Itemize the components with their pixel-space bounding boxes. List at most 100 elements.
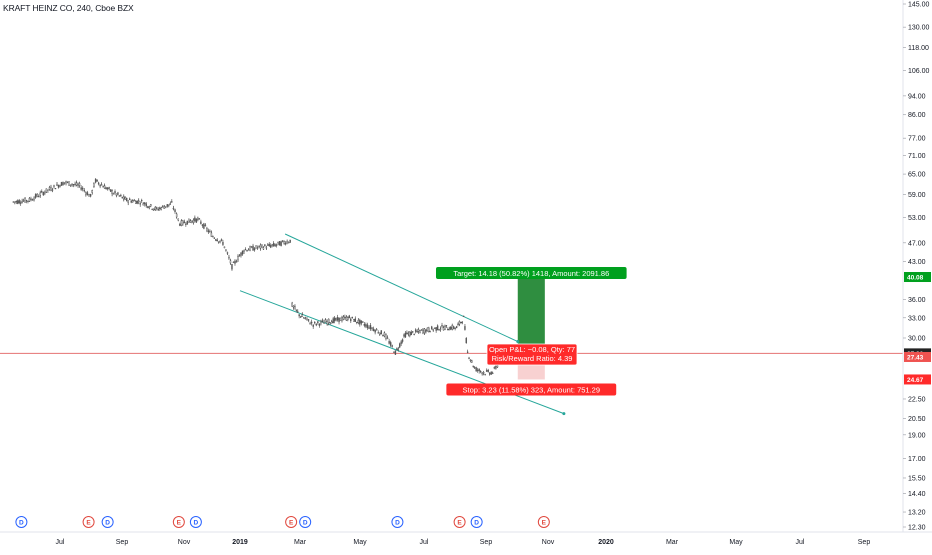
- candle: [56, 183, 58, 186]
- price-badge-label: 24.67: [907, 377, 924, 384]
- candle: [338, 317, 340, 323]
- dividend-marker[interactable]: [189, 516, 202, 528]
- candle: [445, 325, 448, 327]
- candle: [191, 220, 193, 223]
- candle: [151, 208, 153, 211]
- candle: [350, 318, 352, 322]
- candle: [335, 318, 337, 321]
- candle: [28, 197, 31, 202]
- x-tick-label: 2020: [598, 539, 614, 546]
- candle: [318, 323, 321, 326]
- y-tick-label: 106.00: [908, 68, 930, 75]
- channel-handle-upper[interactable]: [516, 340, 520, 344]
- dividend-marker[interactable]: [15, 516, 28, 528]
- x-tick-label: Jul: [796, 539, 805, 546]
- candle: [179, 223, 181, 226]
- price-axis[interactable]: [903, 0, 932, 532]
- candle: [127, 200, 129, 203]
- candle: [118, 195, 121, 197]
- candle: [37, 196, 40, 198]
- candle: [379, 332, 381, 335]
- candle: [475, 367, 477, 372]
- candle: [12, 201, 15, 203]
- channel-handle-lower[interactable]: [562, 412, 566, 416]
- channel-line-upper[interactable]: [284, 233, 518, 343]
- candle: [156, 207, 158, 209]
- earnings-marker[interactable]: [82, 516, 95, 528]
- candle: [97, 182, 100, 185]
- candle: [128, 198, 131, 201]
- candle: [283, 241, 285, 244]
- candle: [310, 321, 313, 324]
- time-axis[interactable]: [0, 532, 932, 550]
- candle: [244, 248, 247, 251]
- candle: [124, 197, 126, 200]
- candle: [253, 248, 256, 251]
- target-label[interactable]: Target: 14.18 (50.82%) 1418, Amount: 209…: [435, 267, 627, 280]
- candle: [393, 351, 395, 353]
- candle: [464, 326, 466, 330]
- candle: [363, 324, 366, 326]
- candle: [287, 242, 290, 244]
- y-tick-label: 22.50: [908, 396, 926, 403]
- dividend-marker[interactable]: [299, 516, 312, 528]
- price-badge: [904, 272, 931, 283]
- earnings-marker[interactable]: [537, 516, 550, 528]
- candle: [168, 204, 170, 206]
- candle: [406, 332, 408, 335]
- candle: [323, 321, 325, 324]
- candle: [138, 200, 140, 203]
- price-badge-label: 27.43: [907, 354, 924, 361]
- candle: [171, 201, 173, 203]
- candle: [436, 325, 439, 331]
- candle: [250, 246, 253, 248]
- candle: [135, 201, 137, 204]
- candle: [382, 335, 384, 337]
- candle: [372, 328, 375, 332]
- candle: [442, 327, 445, 331]
- candle: [225, 249, 227, 251]
- candle: [93, 183, 95, 188]
- candle: [15, 200, 17, 203]
- candle: [422, 330, 424, 334]
- candle: [385, 334, 387, 339]
- candle: [493, 367, 495, 369]
- candle: [189, 220, 192, 223]
- candle: [481, 372, 483, 375]
- candle: [351, 316, 354, 319]
- dividend-marker[interactable]: [101, 516, 114, 528]
- candle: [267, 244, 269, 246]
- candle: [289, 239, 291, 243]
- candle: [417, 329, 420, 332]
- candle: [223, 246, 226, 249]
- earnings-marker[interactable]: [172, 516, 185, 528]
- candle: [246, 250, 248, 252]
- dividend-marker[interactable]: [391, 516, 404, 528]
- candle: [51, 189, 54, 191]
- candle: [249, 246, 251, 251]
- candle: [201, 224, 204, 226]
- candle: [295, 309, 298, 311]
- candle: [399, 343, 401, 348]
- candle: [383, 332, 386, 337]
- x-tick-label: 2019: [232, 539, 248, 546]
- candle: [479, 370, 482, 373]
- candle: [88, 194, 90, 197]
- earnings-marker[interactable]: [453, 516, 466, 528]
- dividend-marker[interactable]: [470, 516, 483, 528]
- candle: [114, 191, 116, 194]
- candle: [194, 217, 196, 222]
- candle: [69, 184, 72, 186]
- candle: [353, 319, 355, 322]
- candle: [204, 224, 207, 227]
- stop-label[interactable]: Stop: 3.23 (11.58%) 323, Amount: 751.29: [446, 383, 617, 396]
- price-badge: [904, 351, 931, 362]
- candle: [96, 179, 98, 182]
- candle: [482, 372, 485, 374]
- candle: [300, 316, 302, 318]
- candle: [336, 317, 339, 321]
- earnings-marker[interactable]: [285, 516, 298, 528]
